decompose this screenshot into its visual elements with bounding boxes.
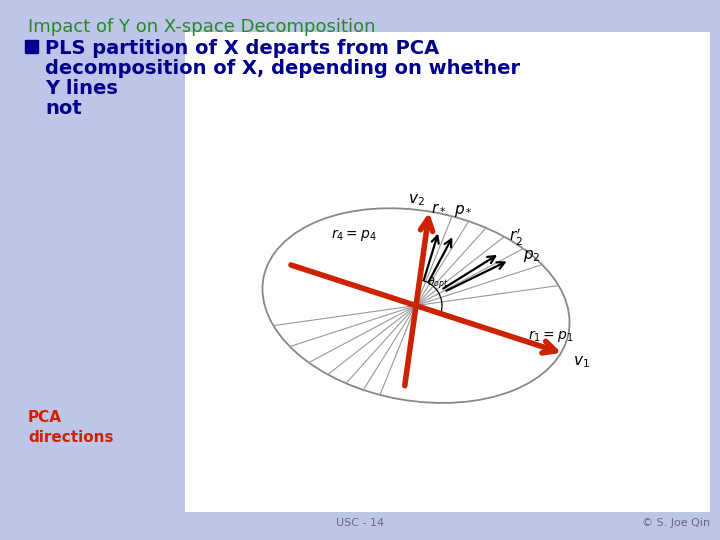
Text: $r_2'$: $r_2'$ xyxy=(508,227,523,248)
Text: $p_2$: $p_2$ xyxy=(523,248,541,264)
Text: PCA
directions: PCA directions xyxy=(28,410,114,445)
Text: © S. Joe Qin: © S. Joe Qin xyxy=(642,518,710,528)
Bar xyxy=(25,40,38,53)
Text: $v_2$: $v_2$ xyxy=(408,192,424,208)
Text: Impact of Y on X-space Decomposition: Impact of Y on X-space Decomposition xyxy=(28,18,376,36)
Text: $v_1$: $v_1$ xyxy=(573,355,590,370)
Text: $r_4 = p_4$: $r_4 = p_4$ xyxy=(331,227,377,244)
Text: decomposition of X, depending on whether: decomposition of X, depending on whether xyxy=(45,59,520,78)
Text: PLS partition of X departs from PCA: PLS partition of X departs from PCA xyxy=(45,39,439,58)
Text: $p_*$: $p_*$ xyxy=(454,204,473,219)
Text: not: not xyxy=(45,99,82,118)
Text: Y lines: Y lines xyxy=(45,79,118,98)
Text: $\theta_{opt}$: $\theta_{opt}$ xyxy=(427,275,449,292)
Text: $r_1 = p_1$: $r_1 = p_1$ xyxy=(528,328,573,344)
Text: $r_*$: $r_*$ xyxy=(431,199,446,214)
Text: USC - 14: USC - 14 xyxy=(336,518,384,528)
FancyBboxPatch shape xyxy=(185,32,710,512)
